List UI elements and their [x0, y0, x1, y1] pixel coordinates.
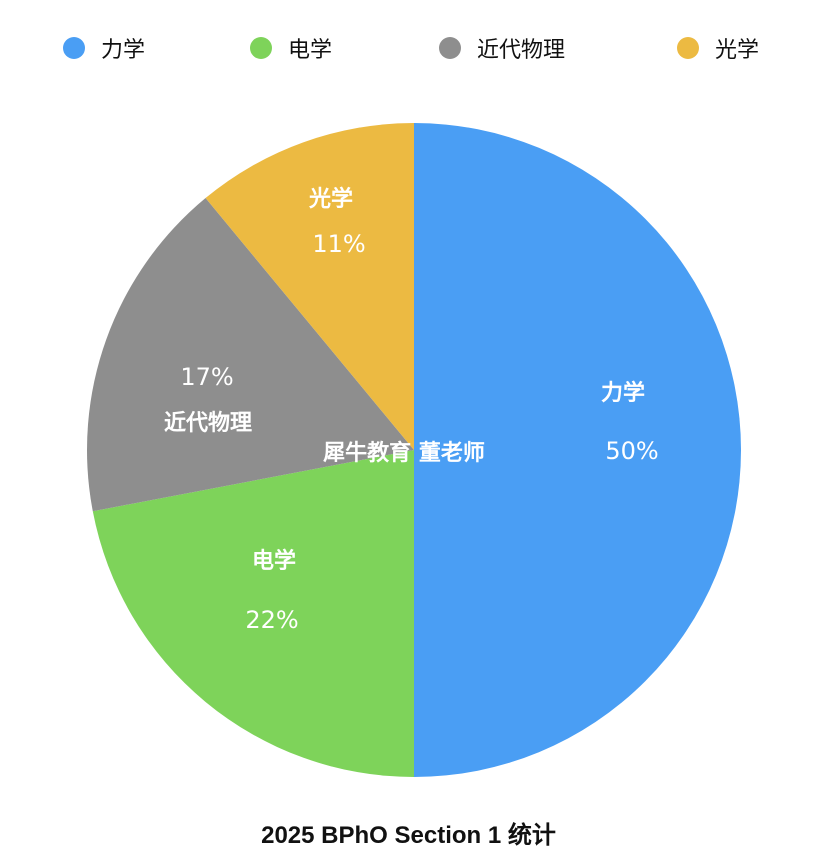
slice-label-modern-physics: 近代物理	[163, 411, 253, 436]
legend-item-modern-physics: 近代物理	[439, 26, 565, 70]
slice-label-mechanics: 力学	[600, 381, 646, 406]
legend-label: 力学	[101, 38, 146, 63]
legend-dot-icon	[250, 37, 272, 59]
slice-pct-modern-physics: 17%	[180, 363, 234, 391]
legend-item-optics: 光学	[677, 26, 759, 70]
slice-label-electricity: 电学	[251, 549, 297, 574]
slice-electricity	[92, 450, 415, 777]
slice-mechanics	[414, 123, 741, 777]
legend-label: 光学	[715, 38, 760, 63]
slice-label-optics: 光学	[308, 187, 354, 212]
legend-dot-icon	[63, 37, 85, 59]
slice-optics	[205, 123, 414, 450]
slice-pct-electricity: 22%	[245, 606, 299, 634]
slice-modern-physics	[87, 198, 414, 512]
slice-pct-optics: 11%	[312, 230, 366, 258]
legend-item-electricity: 电学	[250, 26, 332, 70]
legend: 力学 电学 近代物理 光学	[0, 26, 817, 70]
slice-pct-mechanics: 50%	[605, 437, 659, 465]
chart-title: 2025 BPhO Section 1 统计	[261, 822, 556, 849]
legend-dot-icon	[439, 37, 461, 59]
legend-label: 电学	[288, 38, 333, 63]
legend-item-mechanics: 力学	[63, 26, 145, 70]
legend-dot-icon	[677, 37, 699, 59]
watermark: 犀牛教育 董老师	[323, 441, 485, 466]
legend-label: 近代物理	[477, 38, 566, 63]
